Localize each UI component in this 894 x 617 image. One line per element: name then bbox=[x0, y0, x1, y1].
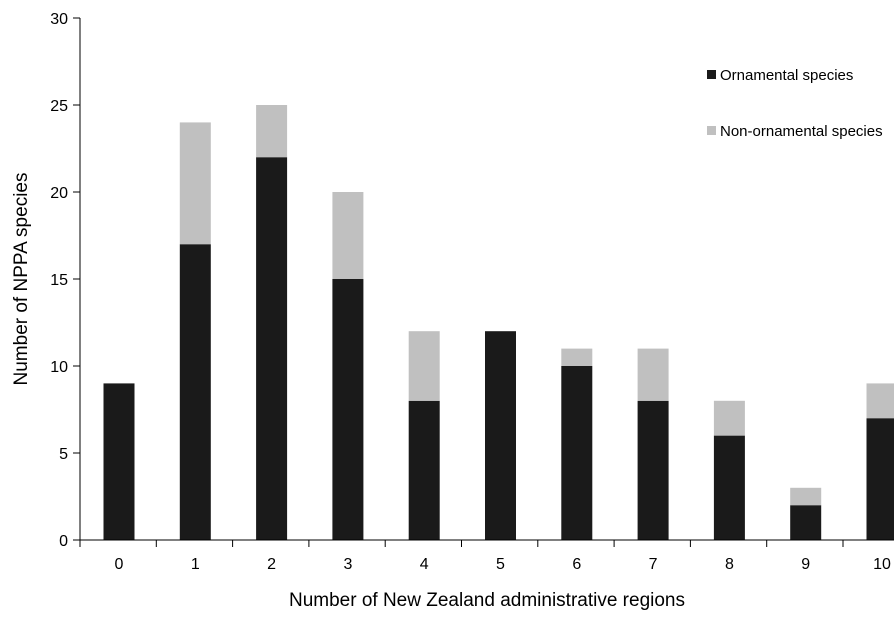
legend-item-ornamental: Ornamental species bbox=[707, 67, 853, 84]
x-tick-label: 5 bbox=[496, 556, 505, 573]
bar-ornamental-8 bbox=[714, 436, 745, 540]
legend-swatch-ornamental bbox=[707, 70, 716, 79]
x-tick-label: 0 bbox=[115, 556, 124, 573]
bar-ornamental-3 bbox=[332, 279, 363, 540]
x-tick-label: 4 bbox=[420, 556, 429, 573]
x-tick-label: 6 bbox=[572, 556, 581, 573]
legend-item-non-ornamental: Non-ornamental species bbox=[707, 123, 883, 140]
bar-non-ornamental-2 bbox=[256, 105, 287, 157]
x-axis-title: Number of New Zealand administrative reg… bbox=[289, 590, 685, 611]
x-ticks: 0 1 2 3 4 5 6 7 8 9 10 bbox=[80, 540, 891, 573]
y-ticks: 0 5 10 15 20 25 30 bbox=[50, 11, 80, 550]
bar-non-ornamental-7 bbox=[638, 349, 669, 401]
bars bbox=[104, 105, 894, 540]
bar-ornamental-9 bbox=[790, 505, 821, 540]
x-tick-label: 7 bbox=[649, 556, 658, 573]
y-tick-label: 5 bbox=[59, 446, 68, 463]
bar-ornamental-4 bbox=[409, 401, 440, 540]
y-axis-title: Number of NPPA species bbox=[11, 173, 32, 386]
bar-non-ornamental-9 bbox=[790, 488, 821, 505]
bar-non-ornamental-3 bbox=[332, 192, 363, 279]
bar-non-ornamental-10 bbox=[867, 383, 894, 418]
x-tick-label: 8 bbox=[725, 556, 734, 573]
x-tick-label: 10 bbox=[873, 556, 891, 573]
x-tick-label: 1 bbox=[191, 556, 200, 573]
y-tick-label: 30 bbox=[50, 11, 68, 28]
x-tick-label: 3 bbox=[343, 556, 352, 573]
legend-label-ornamental: Ornamental species bbox=[720, 67, 853, 84]
bar-non-ornamental-8 bbox=[714, 401, 745, 436]
legend: Ornamental species Non-ornamental specie… bbox=[707, 67, 883, 140]
bar-ornamental-0 bbox=[104, 383, 135, 540]
bar-ornamental-5 bbox=[485, 331, 516, 540]
y-tick-label: 10 bbox=[50, 359, 68, 376]
y-tick-label: 0 bbox=[59, 533, 68, 550]
y-tick-label: 15 bbox=[50, 272, 68, 289]
bar-non-ornamental-1 bbox=[180, 122, 211, 244]
x-tick-label: 9 bbox=[801, 556, 810, 573]
bar-ornamental-6 bbox=[561, 366, 592, 540]
bar-non-ornamental-6 bbox=[561, 349, 592, 366]
legend-swatch-non-ornamental bbox=[707, 126, 716, 135]
bar-ornamental-7 bbox=[638, 401, 669, 540]
legend-label-non-ornamental: Non-ornamental species bbox=[720, 123, 883, 140]
bar-non-ornamental-4 bbox=[409, 331, 440, 401]
bar-ornamental-10 bbox=[867, 418, 894, 540]
bar-ornamental-1 bbox=[180, 244, 211, 540]
y-tick-label: 20 bbox=[50, 185, 68, 202]
bar-ornamental-2 bbox=[256, 157, 287, 540]
y-tick-label: 25 bbox=[50, 98, 68, 115]
x-tick-label: 2 bbox=[267, 556, 276, 573]
